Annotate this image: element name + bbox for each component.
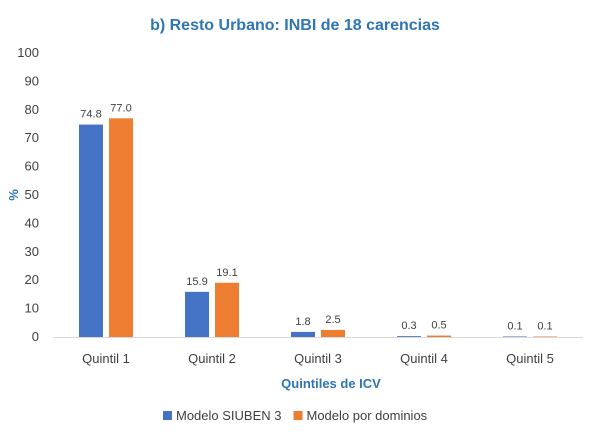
data-label: 19.1 — [216, 267, 237, 279]
bar — [109, 118, 133, 337]
legend-swatch — [293, 411, 303, 420]
bar — [321, 329, 345, 337]
y-tick-label: 100 — [17, 45, 39, 60]
data-label: 1.8 — [295, 316, 310, 328]
data-label: 0.3 — [401, 320, 416, 332]
x-tick-label: Quintil 5 — [506, 351, 554, 366]
bar — [533, 336, 557, 337]
x-axis: Quintil 1 Quintil 2 Quintil 3 Quintil 4 Quin… — [82, 351, 554, 366]
y-axis: 0 10 20 30 40 50 60 70 80 90 100 — [17, 45, 39, 344]
data-label: 2.5 — [325, 314, 340, 326]
legend-label: Modelo por dominios — [307, 408, 428, 423]
data-label: 0.1 — [507, 321, 522, 333]
y-tick-label: 90 — [25, 73, 39, 88]
legend: Modelo SIUBEN 3 Modelo por dominios — [163, 408, 428, 423]
bar — [291, 331, 315, 337]
plot-area: 74.8 77.0 15.9 19.1 1.8 2.5 0.3 0.5 0.1 0.1 — [79, 102, 557, 338]
bar — [427, 335, 451, 337]
data-label: 74.8 — [80, 109, 101, 121]
y-tick-label: 20 — [25, 272, 39, 287]
y-tick-label: 0 — [32, 329, 39, 344]
data-label: 77.0 — [110, 102, 131, 114]
y-tick-label: 50 — [25, 187, 39, 202]
bar — [397, 336, 421, 337]
y-tick-label: 70 — [25, 130, 39, 145]
bar — [215, 282, 239, 337]
legend-label: Modelo SIUBEN 3 — [176, 408, 282, 423]
chart-title: b) Resto Urbano: INBI de 18 carencias — [150, 17, 440, 34]
x-axis-title: Quintiles de ICV — [281, 376, 381, 391]
y-tick-label: 40 — [25, 215, 39, 230]
bar — [503, 336, 527, 337]
data-label: 0.5 — [431, 320, 446, 332]
data-label: 0.1 — [537, 321, 552, 333]
y-tick-label: 80 — [25, 102, 39, 117]
legend-swatch — [163, 411, 172, 420]
x-tick-label: Quintil 2 — [188, 351, 236, 366]
x-tick-label: Quintil 4 — [400, 351, 448, 366]
data-label: 15.9 — [186, 276, 207, 288]
bar — [185, 291, 209, 337]
bar — [79, 124, 103, 338]
x-tick-label: Quintil 1 — [82, 351, 130, 366]
y-tick-label: 30 — [25, 244, 39, 259]
y-tick-label: 60 — [25, 159, 39, 174]
y-tick-label: 10 — [25, 301, 39, 316]
y-axis-title: % — [6, 189, 21, 201]
x-tick-label: Quintil 3 — [294, 351, 342, 366]
